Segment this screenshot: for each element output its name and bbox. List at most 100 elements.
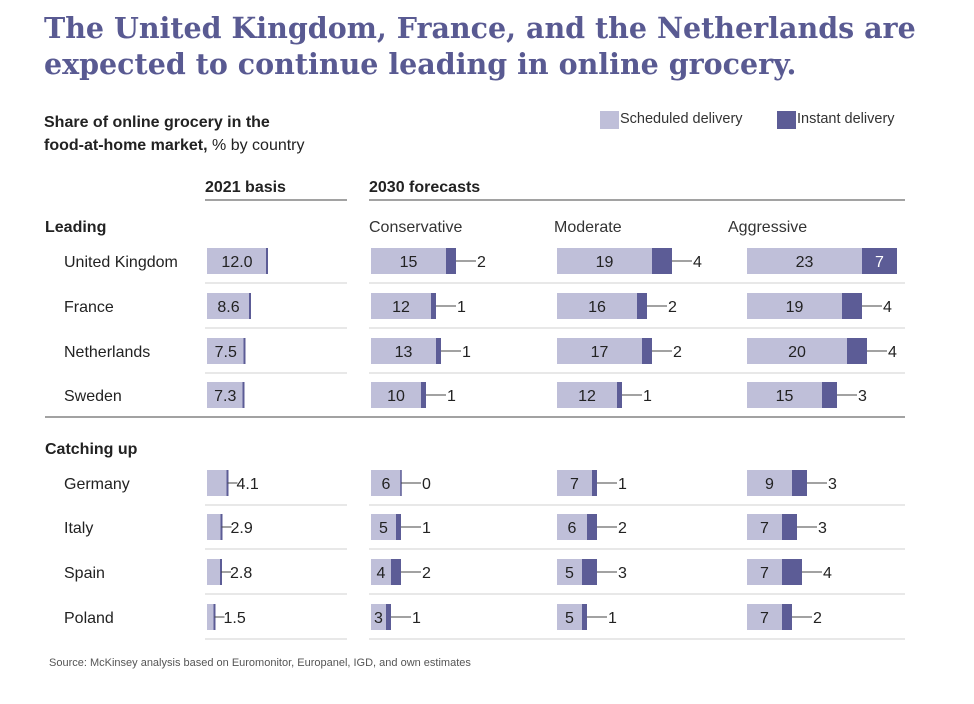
value-scheduled-poland-conservative: 3 [374,610,383,627]
bar-scheduled-france-aggressive [747,293,842,319]
bar-instant-germany-moderate [592,470,597,496]
value-scheduled-italy-aggressive: 7 [760,520,769,537]
bar-scheduled-poland-aggressive [747,604,782,630]
bar-scheduled-sweden-aggressive [747,382,822,408]
value-instant-germany-moderate: 1 [618,476,627,493]
country-label-netherlands: Netherlands [64,344,150,361]
bar-scheduled-spain-moderate [557,559,582,585]
value-scheduled-poland-moderate: 5 [565,610,574,627]
value-instant-italy-aggressive: 3 [818,520,827,537]
basis-value-sweden: 7.3 [214,388,236,405]
basis-value-italy: 2.9 [231,520,253,537]
value-scheduled-united-kingdom-aggressive: 23 [796,254,814,271]
value-scheduled-france-conservative: 12 [392,299,410,316]
chart-title-line-1: The United Kingdom, France, and the Neth… [44,11,916,45]
value-instant-germany-conservative: 0 [422,476,431,493]
value-instant-netherlands-moderate: 2 [673,344,682,361]
value-instant-france-moderate: 2 [668,299,677,316]
value-instant-sweden-conservative: 1 [447,388,456,405]
bar-instant-italy-moderate [587,514,597,540]
basis-bar-poland [207,604,215,630]
value-scheduled-germany-moderate: 7 [570,476,579,493]
bar-instant-netherlands-aggressive [847,338,867,364]
bar-instant-sweden-aggressive [822,382,837,408]
value-scheduled-spain-moderate: 5 [565,565,574,582]
bar-scheduled-sweden-conservative [371,382,421,408]
value-scheduled-italy-moderate: 6 [568,520,577,537]
basis-bar-italy [207,514,222,540]
value-instant-sweden-aggressive: 3 [858,388,867,405]
country-label-sweden: Sweden [64,388,122,405]
basis-bar-spain [207,559,221,585]
value-scheduled-netherlands-aggressive: 20 [788,344,806,361]
country-label-spain: Spain [64,565,105,582]
value-instant-germany-aggressive: 3 [828,476,837,493]
bar-instant-sweden-moderate [617,382,622,408]
value-instant-france-aggressive: 4 [883,299,892,316]
country-label-italy: Italy [64,520,93,537]
value-instant-united-kingdom-aggressive: 7 [875,254,884,271]
legend-label-scheduled: Scheduled delivery [620,111,743,127]
value-instant-netherlands-aggressive: 4 [888,344,897,361]
bar-instant-united-kingdom-moderate [652,248,672,274]
country-label-france: France [64,299,114,316]
subtitle-line-2-unit: % by country [207,137,305,154]
country-label-united-kingdom: United Kingdom [64,254,178,271]
value-scheduled-united-kingdom-moderate: 19 [596,254,614,271]
bar-instant-netherlands-conservative [436,338,441,364]
basis-value-netherlands: 7.5 [215,344,237,361]
value-instant-italy-moderate: 2 [618,520,627,537]
bar-instant-france-moderate [637,293,647,319]
chart-subtitle: Share of online grocery in the food-at-h… [44,111,305,157]
bar-scheduled-united-kingdom-conservative [371,248,446,274]
bar-instant-united-kingdom-conservative [446,248,456,274]
header-basis: 2021 basis [205,179,286,196]
basis-bar-sweden [207,382,244,408]
group-label-leading: Leading [45,219,106,236]
bar-instant-spain-aggressive [782,559,802,585]
value-scheduled-sweden-moderate: 12 [578,388,596,405]
value-instant-poland-moderate: 1 [608,610,617,627]
bar-instant-sweden-conservative [421,382,426,408]
basis-bar-france [207,293,250,319]
bar-scheduled-sweden-moderate [557,382,617,408]
value-scheduled-netherlands-conservative: 13 [395,344,413,361]
value-instant-italy-conservative: 1 [422,520,431,537]
header-forecasts: 2030 forecasts [369,179,480,196]
legend-swatch-scheduled [600,111,619,129]
bar-scheduled-spain-conservative [371,559,391,585]
value-instant-spain-aggressive: 4 [823,565,832,582]
source-note: Source: McKinsey analysis based on Eurom… [49,657,471,669]
basis-bar-united-kingdom [207,248,267,274]
basis-value-spain: 2.8 [230,565,252,582]
basis-bar-germany [207,470,228,496]
bar-scheduled-germany-moderate [557,470,592,496]
bar-scheduled-netherlands-moderate [557,338,642,364]
bar-scheduled-germany-conservative [371,470,401,496]
value-instant-spain-conservative: 2 [422,565,431,582]
value-scheduled-germany-conservative: 6 [382,476,391,493]
subtitle-line-1: Share of online grocery in the [44,114,270,131]
bar-scheduled-poland-moderate [557,604,582,630]
bar-instant-germany-aggressive [792,470,807,496]
bar-scheduled-france-moderate [557,293,637,319]
value-instant-poland-aggressive: 2 [813,610,822,627]
bar-scheduled-italy-conservative [371,514,396,540]
chart-title-line-2: expected to continue leading in online g… [44,47,797,81]
value-instant-poland-conservative: 1 [412,610,421,627]
bar-scheduled-netherlands-conservative [371,338,436,364]
bar-instant-poland-conservative [386,604,391,630]
bar-instant-poland-moderate [582,604,587,630]
basis-value-france: 8.6 [217,299,239,316]
value-instant-netherlands-conservative: 1 [462,344,471,361]
value-scheduled-france-aggressive: 19 [786,299,804,316]
value-instant-france-conservative: 1 [457,299,466,316]
value-scheduled-germany-aggressive: 9 [765,476,774,493]
scenario-label-conservative: Conservative [369,219,462,236]
bar-scheduled-united-kingdom-aggressive [747,248,862,274]
value-scheduled-italy-conservative: 5 [379,520,388,537]
value-instant-united-kingdom-moderate: 4 [693,254,702,271]
value-scheduled-spain-conservative: 4 [377,565,386,582]
value-instant-spain-moderate: 3 [618,565,627,582]
